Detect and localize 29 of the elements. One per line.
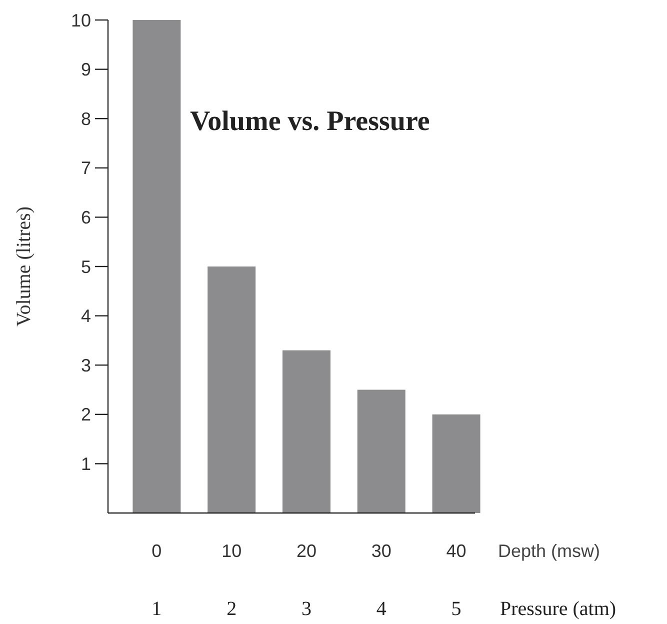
y-tick-label: 8 [80,108,91,129]
x2-tick-label: 2 [226,598,237,620]
y-tick-label: 2 [80,404,91,425]
x-tick-label: 20 [296,541,316,561]
y-tick-label: 9 [80,60,91,80]
y-tick-label: 5 [80,256,91,277]
x-axis-title: Depth (msw) [498,541,600,561]
bar [208,266,256,513]
y-tick-label: 4 [80,306,91,326]
y-axis-title: Volume (litres) [13,206,35,327]
y-tick-label: 10 [70,10,91,30]
x2-tick-label: 1 [152,598,162,620]
x-tick-label: 10 [222,541,242,561]
text: Volume vs. Pressure [190,106,430,137]
bar [282,350,330,513]
y-tick-label: 6 [80,208,91,228]
bar [132,20,181,513]
x-tick-label: 30 [371,541,392,561]
y-tick-label: 7 [80,158,91,178]
bar [432,414,480,513]
x2-tick-label: 4 [376,598,386,620]
x-tick-label: 40 [446,541,466,561]
y-tick-label: 3 [80,355,91,376]
x2-tick-label: 3 [301,598,312,620]
bar [357,390,406,513]
y-tick-label: 1 [80,454,91,474]
x2-tick-label: 5 [451,598,462,620]
x-tick-label: 0 [152,541,162,561]
x2-axis-title: Pressure (atm) [500,598,616,620]
